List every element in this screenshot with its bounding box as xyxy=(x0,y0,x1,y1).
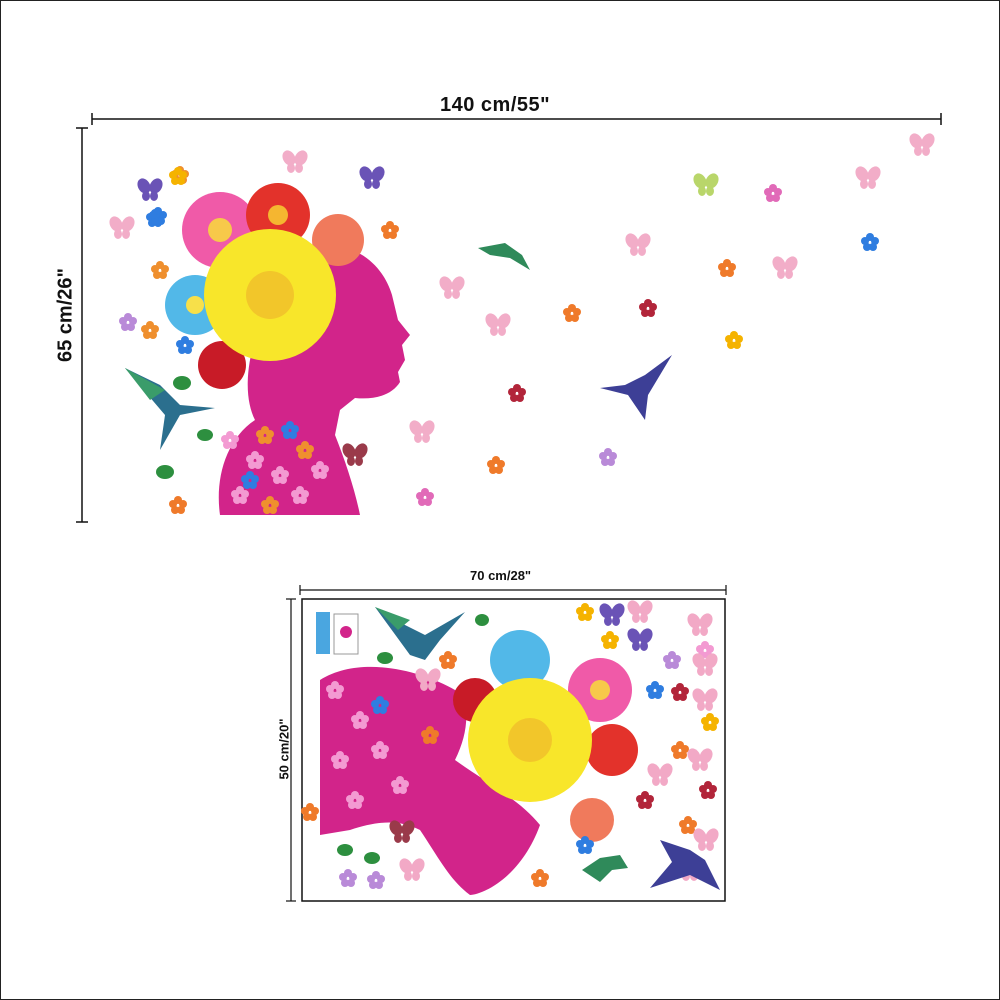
sheet-woman-silhouette xyxy=(320,666,540,895)
coral-rose xyxy=(312,214,364,266)
sheet-hair-flowers xyxy=(453,630,638,842)
sheet-hummingbird-bottom xyxy=(650,840,720,890)
large-width-label: 140 cm/55" xyxy=(440,94,551,116)
sheet-hummingbird-green xyxy=(582,855,628,882)
sheet-scattered-flowers xyxy=(301,603,719,889)
large-hummingbird-small xyxy=(478,243,530,270)
large-hummingbird-left xyxy=(125,368,215,450)
red-rose xyxy=(198,341,246,389)
large-dimension-lines xyxy=(76,113,942,523)
sheet-width-label: 70 cm/28" xyxy=(470,568,532,583)
large-hummingbird-right xyxy=(600,355,672,420)
floating-butterfly-green xyxy=(690,171,722,196)
sheet-hummingbird-top xyxy=(375,607,465,660)
large-hair-flowers xyxy=(141,166,364,479)
sheet-logo-tag xyxy=(316,612,359,655)
sheet-dimension-lines xyxy=(286,585,727,902)
